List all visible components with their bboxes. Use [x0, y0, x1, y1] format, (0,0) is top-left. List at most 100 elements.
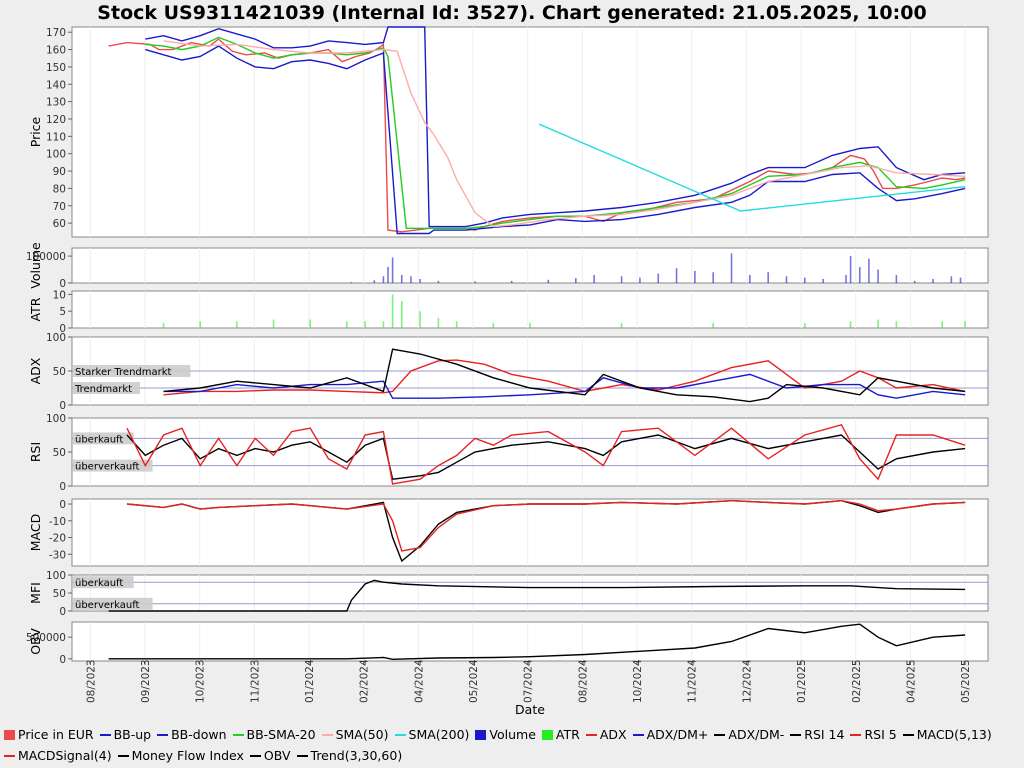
- y-tick-label: 100: [46, 332, 66, 344]
- panel-plot-area: [71, 26, 989, 238]
- legend-label: MACD(5,13): [916, 727, 992, 742]
- y-tick-label: 0: [59, 481, 66, 493]
- y-tick-label: 500000: [26, 632, 66, 644]
- legend-label: Price in EUR: [18, 727, 94, 742]
- threshold-label-bg: [73, 365, 191, 377]
- y-tick-label: 70: [53, 201, 66, 213]
- y-tick-label: 0: [59, 499, 66, 511]
- legend-label: Volume: [489, 727, 536, 742]
- legend-swatch: [232, 734, 244, 736]
- y-tick-label: 100000: [26, 251, 66, 263]
- legend: Price in EUR BB-up BB-down BB-SMA-20 SMA(50)…: [0, 724, 1024, 766]
- y-tick-label: 0: [59, 278, 66, 290]
- x-tick-label: 02/2024: [359, 659, 371, 703]
- legend-item: BB-up: [99, 724, 151, 745]
- y-tick-label: 60: [53, 218, 66, 230]
- legend-item: ADX: [585, 724, 627, 745]
- y-axis-label: Volume: [28, 242, 43, 289]
- series-macdsignal-4: [126, 499, 966, 552]
- legend-item: Volume: [475, 724, 536, 745]
- legend-label: RSI 14: [804, 727, 845, 742]
- threshold-label: überkauft: [75, 578, 123, 589]
- y-tick-label: 0: [59, 654, 66, 666]
- legend-item: Money Flow Index: [117, 745, 244, 766]
- legend-swatch: [4, 755, 15, 757]
- y-tick-label: 50: [53, 588, 66, 600]
- legend-item: BB-SMA-20: [232, 724, 316, 745]
- legend-item: Trend(3,30,60): [296, 745, 402, 766]
- y-axis-label: MFI: [28, 582, 43, 604]
- x-tick-label: 08/2023: [85, 659, 97, 703]
- y-tick-label: 110: [46, 131, 66, 143]
- series-obv: [108, 623, 966, 661]
- legend-swatch: [249, 755, 261, 757]
- x-tick-label: 11/2023: [249, 659, 261, 703]
- legend-item: RSI 5: [850, 724, 897, 745]
- legend-swatch: [585, 734, 597, 736]
- y-tick-label: -20: [49, 533, 66, 545]
- legend-item: RSI 14: [790, 724, 844, 745]
- legend-swatch: [117, 755, 129, 757]
- y-tick-label: 150: [46, 62, 66, 74]
- x-tick-label: 10/2024: [632, 659, 644, 703]
- legend-label: RSI 5: [864, 727, 897, 742]
- x-tick-label: 09/2023: [140, 659, 152, 703]
- threshold-label-bg: [73, 459, 153, 472]
- y-tick-label: 170: [46, 27, 66, 39]
- y-axis-label: ADX: [28, 357, 43, 384]
- legend-label: ADX/DM-: [728, 727, 785, 742]
- panel-plot-area: [71, 417, 989, 487]
- legend-item: MACD(5,13): [902, 724, 992, 745]
- legend-row: MACDSignal(4) Money Flow Index OBV Trend(3,…: [0, 745, 1024, 766]
- panel-plot-area: [71, 621, 989, 662]
- y-tick-label: 0: [59, 323, 66, 335]
- legend-label: ADX: [599, 727, 627, 742]
- y-axis-label: ATR: [28, 297, 43, 321]
- legend-row: Price in EUR BB-up BB-down BB-SMA-20 SMA(50)…: [0, 724, 1024, 745]
- legend-item: SMA(200): [394, 724, 469, 745]
- stock-chart: 60708090100110120130140150160170Price010…: [26, 26, 989, 717]
- y-tick-label: 0: [59, 606, 66, 618]
- panel-plot-area: [71, 498, 989, 567]
- legend-swatch: [394, 734, 406, 736]
- x-tick-label: 08/2024: [577, 659, 589, 703]
- x-tick-label: 02/2025: [851, 659, 863, 703]
- series-bb-down: [145, 45, 966, 235]
- threshold-label: überverkauft: [75, 462, 140, 473]
- legend-swatch: [475, 730, 487, 740]
- chart-title: Stock US9311421039 (Internal Id: 3527). …: [97, 2, 927, 24]
- panel-plot-area: [71, 247, 989, 284]
- legend-swatch: [321, 734, 333, 736]
- legend-swatch: [541, 730, 553, 740]
- y-tick-label: 5: [59, 306, 66, 318]
- threshold-label: überverkauft: [75, 600, 140, 611]
- series-bb-up: [145, 26, 966, 228]
- threshold-label-bg: [73, 597, 153, 610]
- threshold-label: Trendmarkt: [74, 384, 132, 395]
- y-tick-label: 130: [46, 97, 66, 109]
- x-tick-label: 11/2024: [687, 659, 699, 703]
- series-sma-200: [538, 123, 966, 212]
- legend-swatch: [296, 755, 308, 757]
- x-tick-label: 04/2025: [905, 659, 917, 703]
- y-tick-label: 100: [46, 149, 66, 161]
- legend-label: ATR: [555, 727, 580, 742]
- threshold-label: überkauft: [75, 434, 123, 445]
- legend-item: ATR: [541, 724, 580, 745]
- panel-plot-area: [71, 290, 989, 329]
- legend-label: SMA(50): [335, 727, 389, 742]
- y-tick-label: 10: [53, 289, 66, 301]
- x-tick-label: 01/2025: [796, 659, 808, 703]
- threshold-label-bg: [73, 432, 134, 445]
- legend-swatch: [632, 734, 644, 736]
- x-tick-label: 10/2023: [195, 659, 207, 703]
- y-tick-label: 100: [46, 570, 66, 582]
- legend-swatch: [714, 734, 726, 736]
- x-tick-label: 12/2024: [741, 659, 753, 703]
- x-tick-label: 01/2024: [304, 659, 316, 703]
- legend-swatch: [850, 734, 862, 736]
- legend-item: SMA(50): [321, 724, 389, 745]
- legend-swatch: [157, 734, 169, 736]
- x-tick-label: 07/2024: [523, 659, 535, 703]
- y-tick-label: -10: [49, 516, 66, 528]
